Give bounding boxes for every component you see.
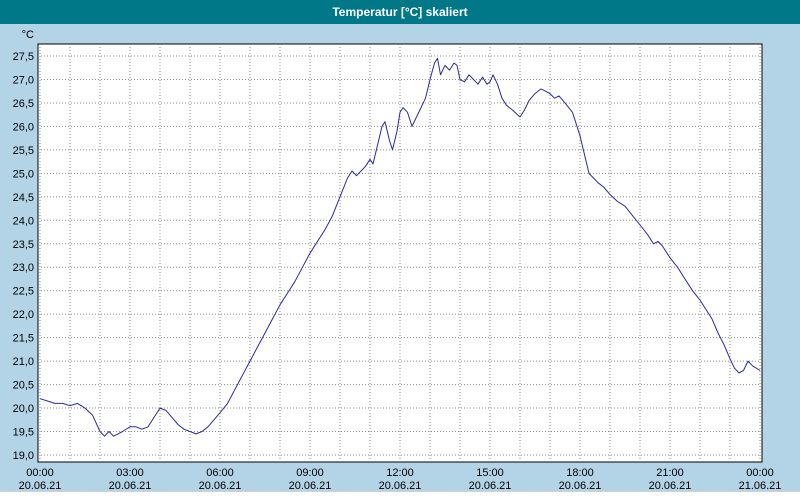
y-axis-label: 23,5 — [13, 239, 34, 251]
plot-area — [37, 43, 763, 463]
y-axis-unit-label: °C — [22, 29, 34, 41]
chart-title: Temperatur [°C] skaliert — [332, 5, 468, 19]
x-axis-time-label: 00:00 — [26, 467, 54, 479]
y-axis-label: 25,5 — [13, 145, 34, 157]
x-axis-date-label: 20.06.21 — [649, 480, 692, 492]
x-axis-time-label: 06:00 — [206, 467, 234, 479]
title-bar: Temperatur [°C] skaliert — [0, 0, 800, 24]
x-axis-date-label: 20.06.21 — [109, 480, 152, 492]
x-axis-date-label: 20.06.21 — [469, 480, 512, 492]
x-axis-date-label: 21.06.21 — [739, 480, 782, 492]
y-axis-label: 27,0 — [13, 74, 34, 86]
y-axis-label: 20,0 — [13, 403, 34, 415]
y-axis-label: 27,5 — [13, 51, 34, 63]
x-axis-time-label: 12:00 — [386, 467, 414, 479]
y-axis-label: 24,0 — [13, 215, 34, 227]
y-axis-label: 26,5 — [13, 98, 34, 110]
x-axis-date-label: 20.06.21 — [199, 480, 242, 492]
y-axis-label: 25,0 — [13, 168, 34, 180]
y-axis-label: 22,0 — [13, 309, 34, 321]
y-axis-label: 19,0 — [13, 450, 34, 462]
y-axis-label: 20,5 — [13, 380, 34, 392]
y-axis-label: 24,5 — [13, 192, 34, 204]
temperature-series-line — [39, 57, 761, 437]
x-axis-date-label: 20.06.21 — [559, 480, 602, 492]
x-axis-date-label: 20.06.21 — [289, 480, 332, 492]
x-axis-time-label: 21:00 — [656, 467, 684, 479]
temperature-chart: 27,5 27,0 26,5 26,0 25,5 25,0 24,5 24,0 23,5 23,0… — [13, 29, 782, 492]
y-axis-label: 21,5 — [13, 333, 34, 345]
y-axis-label: 19,5 — [13, 427, 34, 439]
chart-area: 27,5 27,0 26,5 26,0 25,5 25,0 24,5 24,0 23,5 23,0… — [0, 24, 800, 492]
x-axis-time-label: 15:00 — [476, 467, 504, 479]
x-axis-time-label: 00:00 — [746, 467, 774, 479]
y-axis-label: 22,5 — [13, 286, 34, 298]
footer-bar — [0, 491, 800, 500]
x-axis-date-label: 20.06.21 — [379, 480, 422, 492]
x-axis-date-label: 20.06.21 — [19, 480, 62, 492]
y-axis-label: 23,0 — [13, 262, 34, 274]
y-axis-label: 21,0 — [13, 356, 34, 368]
x-axis-time-label: 03:00 — [116, 467, 144, 479]
x-axis-time-label: 09:00 — [296, 467, 324, 479]
y-axis-label: 26,0 — [13, 121, 34, 133]
x-axis-time-label: 18:00 — [566, 467, 594, 479]
